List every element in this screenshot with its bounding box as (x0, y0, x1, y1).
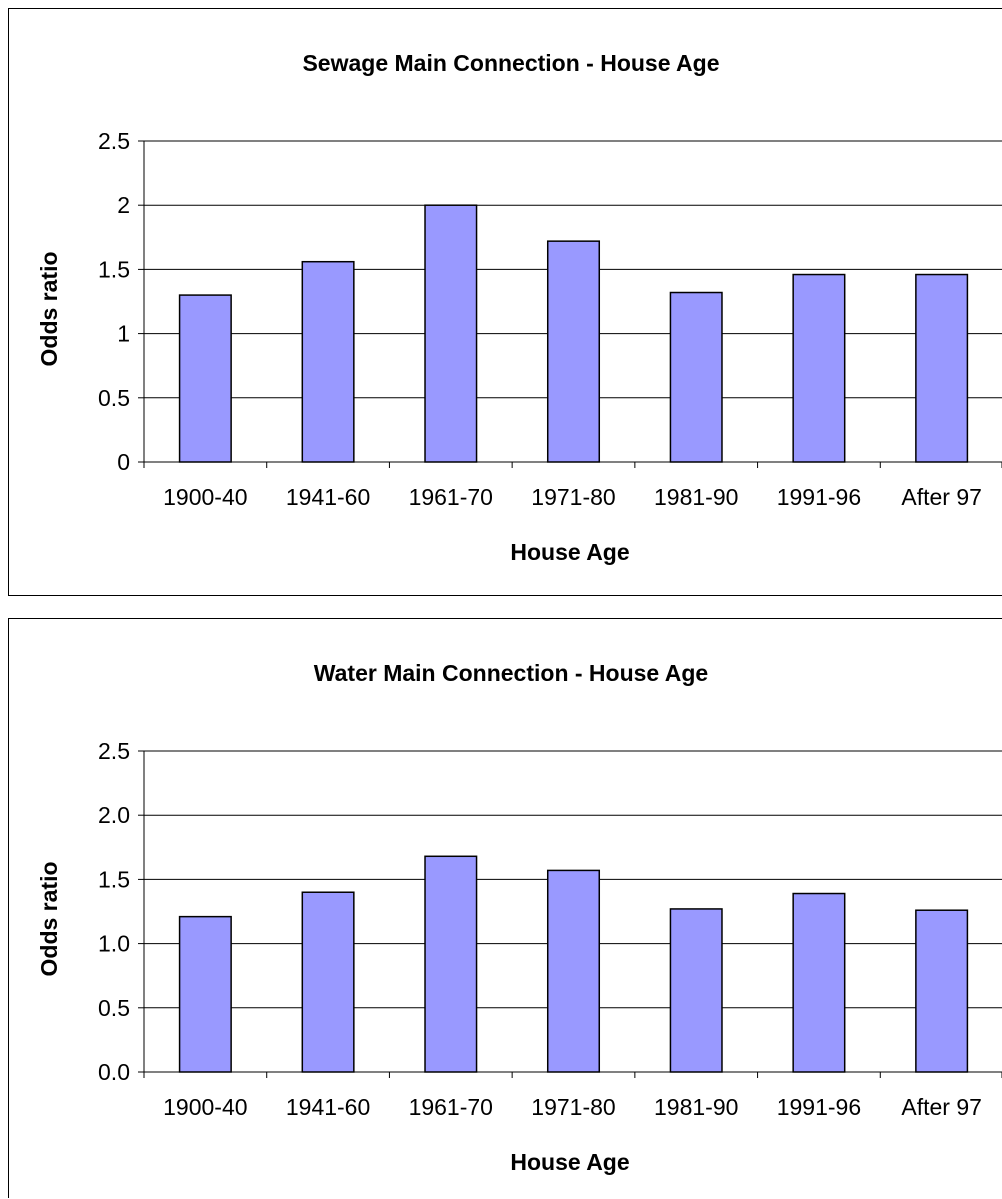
x-axis-title: House Age (510, 539, 629, 565)
bar-1981-90 (669, 291, 723, 463)
y-tick-label: 2 (117, 192, 130, 218)
x-axis-title: House Age (510, 1149, 629, 1175)
bar-1971-80 (546, 240, 601, 463)
chart-title: Water Main Connection - House Age (314, 660, 708, 686)
chart-title: Sewage Main Connection - House Age (302, 50, 719, 76)
y-tick-label: 2.5 (98, 128, 130, 154)
plot-area: 0.0 0.5 1.0 1.5 2.0 2.5 1900-40 1941-60 1961-70 1… (98, 738, 1002, 1120)
x-tick-label: 1991-96 (777, 484, 861, 510)
x-tick-label: 1971-80 (531, 1094, 615, 1120)
bar-1971-80 (546, 869, 601, 1073)
x-tick-label: 1991-96 (777, 1094, 861, 1120)
x-tick-label: 1981-90 (654, 1094, 738, 1120)
bar-1900-40 (178, 294, 232, 463)
y-tick-label: 0 (117, 449, 130, 475)
x-tick-label: 1971-80 (531, 484, 615, 510)
water-chart-panel: Water Main Connection - House Age Odds r… (8, 618, 1002, 1198)
y-tick-label: 1.5 (98, 256, 130, 282)
x-tick-label: 1900-40 (163, 484, 247, 510)
x-tick-label: 1900-40 (163, 1094, 247, 1120)
bar-1991-96 (792, 892, 846, 1073)
y-tick-label: 1 (117, 321, 130, 347)
bar-1961-70 (424, 204, 478, 463)
sewage-chart-panel: Sewage Main Connection - House Age Odds … (8, 8, 1002, 596)
x-tick-label: After 97 (901, 1094, 982, 1120)
water-bar-chart: Water Main Connection - House Age Odds r… (36, 660, 1002, 1175)
x-tick-label: 1961-70 (409, 484, 493, 510)
y-tick-label: 0.5 (98, 385, 130, 411)
bar-After 97 (915, 273, 969, 463)
y-axis-title: Odds ratio (36, 251, 62, 366)
bar-1941-60 (301, 891, 355, 1073)
bar-After 97 (915, 909, 969, 1073)
y-tick-label: 2.5 (98, 738, 130, 764)
y-axis-title: Odds ratio (36, 861, 62, 976)
x-tick-label: 1961-70 (409, 1094, 493, 1120)
x-tick-label: 1941-60 (286, 1094, 370, 1120)
x-tick-label: 1981-90 (654, 484, 738, 510)
y-tick-label: 1.0 (98, 931, 130, 957)
bar-1981-90 (669, 908, 723, 1073)
y-tick-label: 2.0 (98, 802, 130, 828)
bar-1961-70 (424, 855, 478, 1073)
bar-1941-60 (301, 260, 355, 463)
y-tick-label: 0.5 (98, 995, 130, 1021)
bar-1991-96 (792, 273, 846, 463)
bar-1900-40 (178, 915, 232, 1073)
x-tick-label: After 97 (901, 484, 982, 510)
plot-area: 0 0.5 1 1.5 2 2.5 1900-40 1941-60 1961-70 1971-80… (98, 128, 1002, 510)
y-tick-label: 1.5 (98, 866, 130, 892)
y-tick-label: 0.0 (98, 1059, 130, 1085)
sewage-bar-chart: Sewage Main Connection - House Age Odds … (36, 50, 1002, 565)
x-tick-label: 1941-60 (286, 484, 370, 510)
